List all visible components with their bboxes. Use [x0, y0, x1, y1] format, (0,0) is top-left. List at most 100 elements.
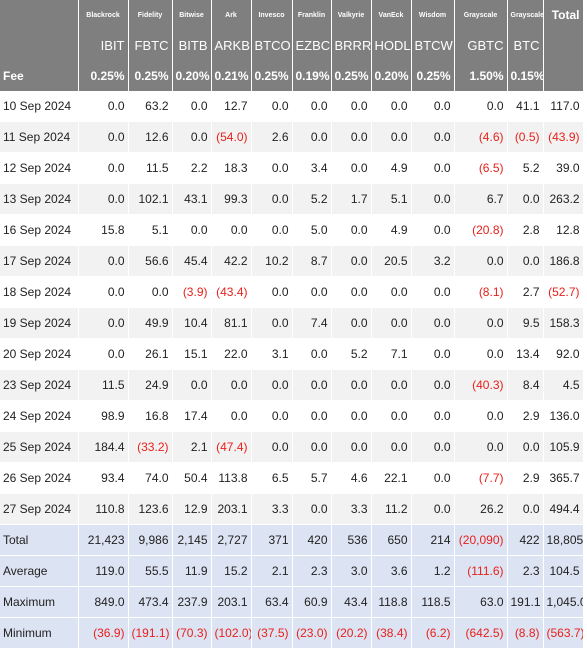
- flow-cell: 1.7: [331, 183, 372, 215]
- flow-cell: 2.2: [172, 152, 212, 184]
- flow-cell: 3.3: [331, 493, 372, 525]
- flow-cell: 4.6: [331, 462, 372, 494]
- summary-label: Maximum: [0, 586, 79, 618]
- flow-cell: 8.7: [292, 245, 332, 277]
- flow-cell: 63.0: [454, 586, 508, 618]
- flow-cell: 0.0: [78, 307, 129, 339]
- flow-cell: 15.2: [211, 555, 252, 587]
- fee-value: 0.25%: [331, 61, 372, 91]
- provider-name: Fidelity: [128, 0, 173, 30]
- flow-cell: 0.0: [251, 431, 293, 463]
- fee-value: 1.50%: [454, 61, 508, 91]
- fee-value: 0.21%: [211, 61, 252, 91]
- row-date: 11 Sep 2024: [0, 121, 79, 153]
- flow-cell: 18.3: [211, 152, 252, 184]
- flow-cell: 11.5: [78, 369, 129, 401]
- fee-value: 0.25%: [78, 61, 129, 91]
- flow-cell: 12.9: [172, 493, 212, 525]
- flow-cell: (0.5): [507, 121, 544, 153]
- flow-cell: 0.0: [251, 369, 293, 401]
- row-date: 12 Sep 2024: [0, 152, 79, 184]
- flow-cell: (6.5): [454, 152, 508, 184]
- ticker-symbol: BTCO: [251, 30, 293, 61]
- flow-cell: 0.0: [251, 214, 293, 246]
- flow-cell: (20.8): [454, 214, 508, 246]
- flow-cell: (8.1): [454, 276, 508, 308]
- table-row: 16 Sep 2024 15.8 5.1 0.0 0.0 0.0 5.0 0.0 4.9 0.0(…: [0, 214, 584, 246]
- table-row: 12 Sep 2024 0.0 11.5 2.2 18.3 0.0 3.4 0.0 4.9 0.0…: [0, 152, 584, 184]
- summary-label: Average: [0, 555, 79, 587]
- flow-cell: 0.0: [172, 369, 212, 401]
- flow-cell: 22.0: [211, 338, 252, 370]
- flow-cell: 63.4: [251, 586, 293, 618]
- flow-cell: 56.6: [128, 245, 173, 277]
- flow-cell: 0.0: [292, 121, 332, 153]
- flow-cell: (43.4): [211, 276, 252, 308]
- flow-cell: 0.0: [292, 369, 332, 401]
- flow-cell: (3.9): [172, 276, 212, 308]
- row-date: 10 Sep 2024: [0, 91, 79, 122]
- flow-cell: 0.0: [292, 338, 332, 370]
- provider-name: Bitwise: [172, 0, 212, 30]
- flow-cell: 0.0: [78, 152, 129, 184]
- flow-cell: 237.9: [172, 586, 212, 618]
- fee-value: 0.20%: [371, 61, 412, 91]
- ticker-symbol: HODL: [371, 30, 412, 61]
- table-row: 26 Sep 2024 93.4 74.0 50.4 113.8 6.5 5.7 4.6 22.…: [0, 462, 584, 494]
- flow-cell: 13.4: [507, 338, 544, 370]
- flow-cell: 17.4: [172, 400, 212, 432]
- flow-cell: 123.6: [128, 493, 173, 525]
- row-date: 27 Sep 2024: [0, 493, 79, 525]
- flow-cell: 98.9: [78, 400, 129, 432]
- flow-cell: 0.0: [371, 369, 412, 401]
- flow-cell: 422: [507, 524, 544, 556]
- table-row: 19 Sep 2024 0.0 49.9 10.4 81.1 0.0 7.4 0.0 0.0 0.…: [0, 307, 584, 339]
- flow-cell: 0.0: [211, 369, 252, 401]
- flow-cell: 0.0: [331, 369, 372, 401]
- ticker-header-row: IBIT FBTC BITB ARKB BTCO EZBC BRRR HODL …: [0, 30, 584, 61]
- flow-cell: 0.0: [371, 91, 412, 122]
- flow-cell: 0.0: [331, 400, 372, 432]
- flow-cell: 15.1: [172, 338, 212, 370]
- flow-cell: 0.0: [411, 431, 455, 463]
- row-total-cell: 494.4: [543, 493, 584, 525]
- flow-cell: 49.9: [128, 307, 173, 339]
- flow-cell: 849.0: [78, 586, 129, 618]
- flow-cell: 0.0: [331, 276, 372, 308]
- flow-cell: 0.0: [292, 431, 332, 463]
- fee-value: 0.19%: [292, 61, 332, 91]
- summary-rows: Total 21,423 9,986 2,145 2,727 371 420 536 650 21…: [0, 524, 584, 649]
- flow-cell: 22.1: [371, 462, 412, 494]
- flow-cell: 0.0: [454, 307, 508, 339]
- fee-value: 0.25%: [411, 61, 455, 91]
- flow-cell: 203.1: [211, 493, 252, 525]
- table-row: 18 Sep 2024 0.0 0.0 (3.9) (43.4) 0.0 0.0 0.0 0.0…: [0, 276, 584, 308]
- row-total-cell: (52.7): [543, 276, 584, 308]
- flow-cell: 0.0: [331, 214, 372, 246]
- flow-cell: 371: [251, 524, 293, 556]
- flow-cell: 0.0: [211, 214, 252, 246]
- provider-name: Franklin: [292, 0, 332, 30]
- flow-cell: 21,423: [78, 524, 129, 556]
- flow-cell: 43.4: [331, 586, 372, 618]
- flow-cell: 3.6: [371, 555, 412, 587]
- flow-cell: 2.3: [292, 555, 332, 587]
- flow-cell: 0.0: [251, 152, 293, 184]
- row-date: 13 Sep 2024: [0, 183, 79, 215]
- fee-total: [543, 61, 584, 91]
- flow-cell: (111.6): [454, 555, 508, 587]
- table-row: 27 Sep 2024 110.8 123.6 12.9 203.1 3.3 0.0 3.3 1…: [0, 493, 584, 525]
- flow-cell: 0.0: [331, 121, 372, 153]
- flow-cell: 0.0: [251, 307, 293, 339]
- flow-cell: 184.4: [78, 431, 129, 463]
- flow-cell: 16.8: [128, 400, 173, 432]
- provider-name: Valkyrie: [331, 0, 372, 30]
- flow-cell: 2.1: [172, 431, 212, 463]
- flow-cell: 7.1: [371, 338, 412, 370]
- flow-cell: 0.0: [128, 276, 173, 308]
- flow-cell: 0.0: [251, 91, 293, 122]
- flow-cell: 99.3: [211, 183, 252, 215]
- flow-cell: 0.0: [331, 91, 372, 122]
- daily-flow-rows: 10 Sep 2024 0.0 63.2 0.0 12.7 0.0 0.0 0.0 0.0 0.0…: [0, 91, 584, 525]
- flow-cell: 0.0: [454, 400, 508, 432]
